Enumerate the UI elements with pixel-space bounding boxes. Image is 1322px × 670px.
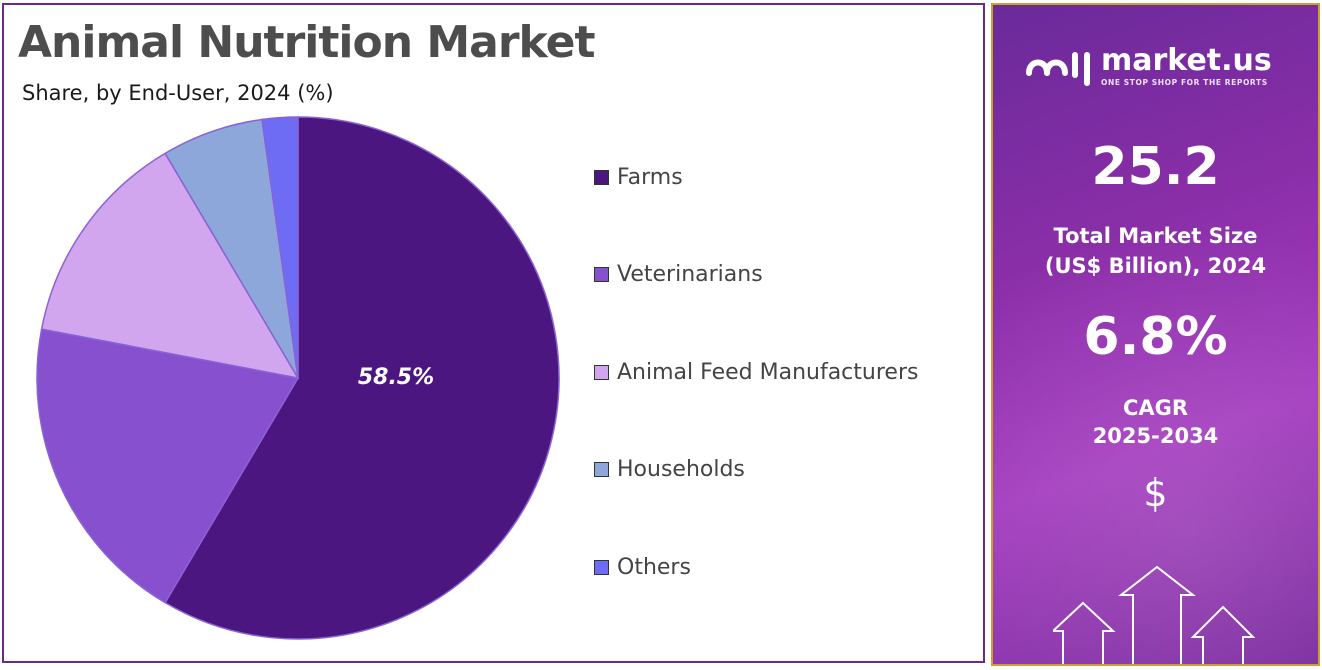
legend-item-others: Others (594, 555, 691, 580)
legend-label-animal-feed-manufacturers: Animal Feed Manufacturers (617, 360, 919, 385)
legend-item-farms: Farms (594, 165, 683, 190)
data-label-farms: 58.5% (358, 365, 434, 390)
market-size-label-line2: (US$ Billion), 2024 (1044, 254, 1267, 278)
chart-subtitle: Share, by End-User, 2024 (%) (22, 81, 334, 105)
legend-label-households: Households (617, 457, 745, 482)
legend-item-veterinarians: Veterinarians (594, 262, 763, 287)
cagr-value: 6.8% (1083, 307, 1228, 367)
pie-slice-veterinarians (36, 328, 300, 604)
legend-swatch-households (594, 462, 609, 477)
summary-panel: market.us ONE STOP SHOP FOR THE REPORTS … (991, 3, 1320, 666)
cagr-period: 2025-2034 (1092, 424, 1219, 448)
market-us-logo-icon (1026, 52, 1090, 86)
pie-chart: 58.5% (36, 116, 560, 640)
brand-logo: market.us ONE STOP SHOP FOR THE REPORTS (1025, 43, 1272, 89)
chart-panel: Animal Nutrition Market Share, by End-Us… (2, 3, 985, 663)
chart-title: Animal Nutrition Market (18, 17, 595, 68)
pie-slice-others (261, 116, 299, 379)
legend-item-households: Households (594, 457, 745, 482)
legend-label-farms: Farms (617, 165, 683, 190)
cagr-label: CAGR (1122, 396, 1189, 420)
legend-item-animal-feed-manufacturers: Animal Feed Manufacturers (594, 360, 918, 385)
market-size-label-line1: Total Market Size (1053, 224, 1258, 248)
pie-slice-farms (164, 116, 560, 640)
brand-tagline: ONE STOP SHOP FOR THE REPORTS (1101, 77, 1268, 87)
legend-label-others: Others (617, 555, 691, 580)
legend-swatch-farms (594, 170, 609, 185)
legend-swatch-others (594, 560, 609, 575)
dollar-icon: $ (1143, 471, 1168, 515)
pie-slices (36, 116, 560, 640)
legend-label-veterinarians: Veterinarians (617, 262, 763, 287)
legend-swatch-veterinarians (594, 267, 609, 282)
market-size-value: 25.2 (1091, 137, 1220, 197)
background-overlay (993, 5, 1318, 664)
legend-swatch-animal-feed-manufacturers (594, 365, 609, 380)
brand-name: market.us (1101, 42, 1272, 78)
pie-labels: 58.5% (358, 365, 434, 390)
pie-slice-animal-feed-manufacturers (40, 152, 300, 380)
growth-arrows-icon (1053, 565, 1256, 664)
